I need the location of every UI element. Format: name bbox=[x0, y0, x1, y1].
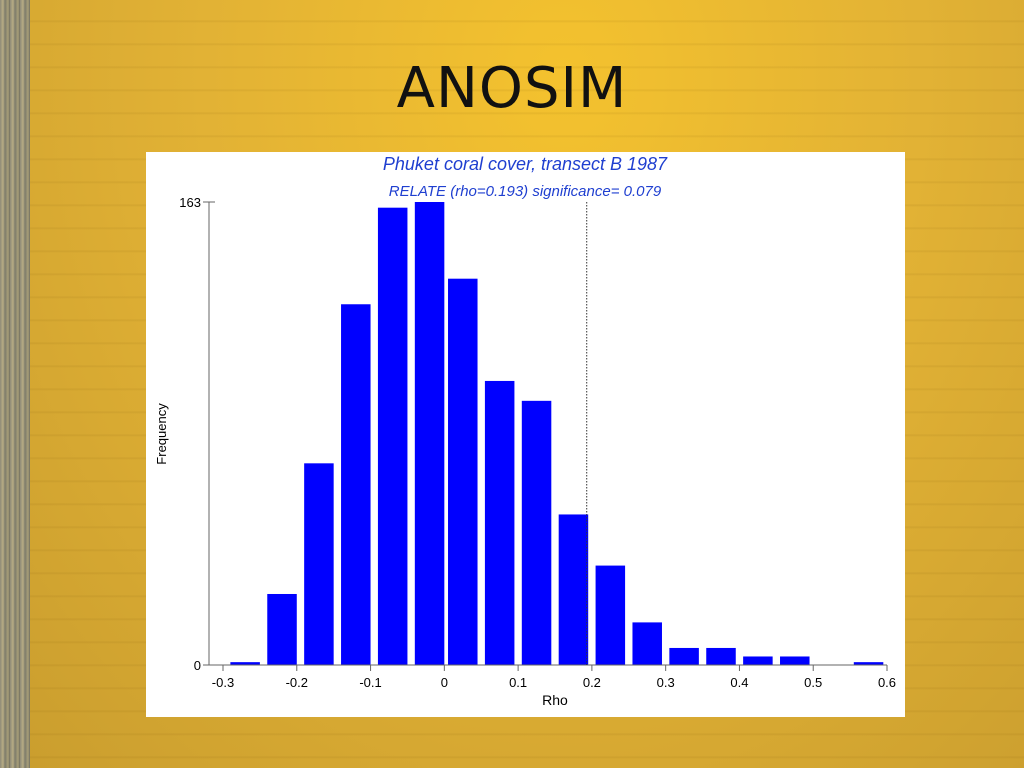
y-axis-label: Frequency bbox=[154, 403, 169, 465]
histogram-bar bbox=[743, 656, 773, 665]
histogram-bar bbox=[484, 380, 515, 665]
x-tick-label: 0.1 bbox=[509, 675, 527, 690]
x-tick-label: -0.2 bbox=[286, 675, 308, 690]
decorative-left-strip bbox=[0, 0, 30, 768]
histogram-bar bbox=[377, 207, 408, 666]
histogram-bar bbox=[267, 593, 297, 665]
chart-title: Phuket coral cover, transect B 1987 bbox=[383, 154, 668, 174]
histogram-bar bbox=[558, 514, 589, 665]
histogram-bar bbox=[595, 565, 626, 665]
plot-area: -0.3 -0.2 -0.1 0 0.1 0.2 0.3 0.4 0.5 0.6 0 163 bbox=[179, 195, 896, 690]
histogram-chart: Phuket coral cover, transect B 1987 RELA… bbox=[154, 154, 896, 708]
histogram-bar bbox=[304, 463, 334, 665]
x-tick-label: 0.3 bbox=[657, 675, 675, 690]
y-tick-label: 163 bbox=[179, 195, 201, 210]
histogram-bar bbox=[853, 662, 884, 665]
x-tick-label: 0.4 bbox=[730, 675, 748, 690]
x-tick-label: 0 bbox=[441, 675, 448, 690]
histogram-bar bbox=[632, 622, 662, 665]
x-tick-label: 0.2 bbox=[583, 675, 601, 690]
histogram-bar bbox=[341, 304, 371, 665]
histogram-bar bbox=[448, 278, 478, 665]
histogram-bar bbox=[780, 656, 810, 665]
chart-panel: Phuket coral cover, transect B 1987 RELA… bbox=[146, 152, 905, 717]
x-tick-label: 0.5 bbox=[804, 675, 822, 690]
x-tick-label: 0.6 bbox=[878, 675, 896, 690]
x-tick-label: -0.1 bbox=[359, 675, 381, 690]
slide-title: ANOSIM bbox=[396, 56, 628, 121]
chart-subtitle: RELATE (rho=0.193) significance= 0.079 bbox=[389, 183, 662, 200]
histogram-bar bbox=[230, 662, 260, 665]
histogram-bar bbox=[669, 647, 699, 665]
x-tick-label: -0.3 bbox=[212, 675, 234, 690]
histogram-bar bbox=[706, 647, 736, 665]
y-tick-label: 0 bbox=[194, 658, 201, 673]
histogram-bar bbox=[521, 400, 552, 665]
histogram-bar bbox=[414, 202, 445, 665]
x-axis-label: Rho bbox=[542, 692, 568, 708]
